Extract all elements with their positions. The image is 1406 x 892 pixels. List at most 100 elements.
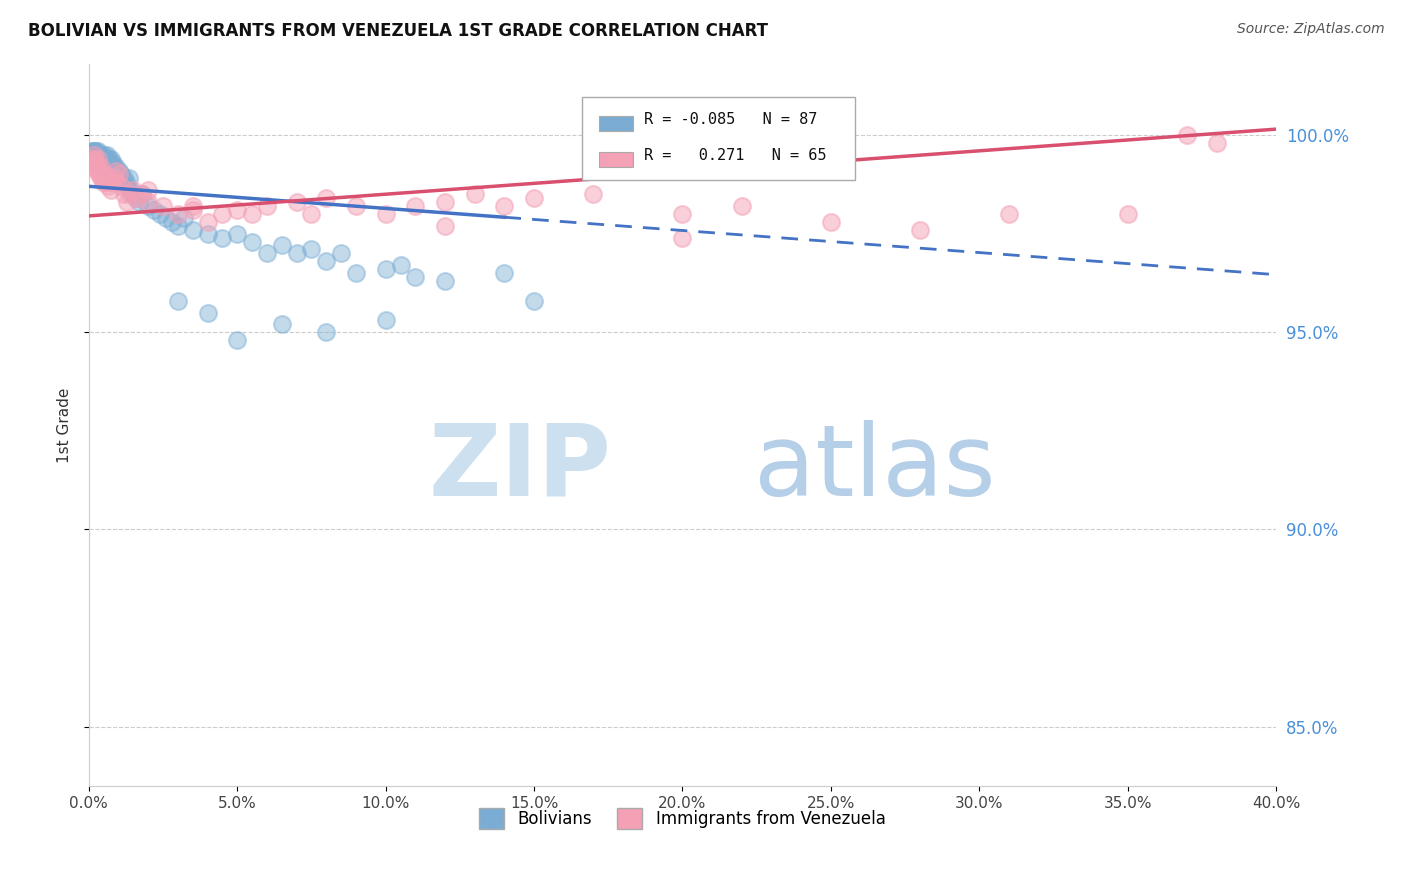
Point: [117, 179, 139, 194]
Point: [908, 223, 931, 237]
Point: [91, 168, 114, 182]
Point: [301, 243, 323, 257]
Point: [87, 148, 110, 162]
Point: [84, 155, 107, 169]
Point: [1116, 207, 1139, 221]
Point: [82, 155, 104, 169]
Point: [105, 160, 128, 174]
Point: [731, 199, 754, 213]
Point: [87, 148, 110, 162]
Point: [128, 195, 150, 210]
Point: [86, 152, 108, 166]
Point: [160, 215, 183, 229]
FancyBboxPatch shape: [599, 153, 633, 168]
Point: [117, 195, 139, 210]
Point: [101, 160, 124, 174]
Point: [152, 199, 174, 213]
Point: [86, 148, 108, 162]
Point: [86, 163, 108, 178]
Point: [136, 199, 159, 213]
Point: [107, 168, 129, 182]
Point: [100, 183, 122, 197]
Point: [87, 160, 110, 174]
Point: [87, 152, 110, 166]
Point: [315, 191, 337, 205]
Point: [104, 168, 127, 182]
Point: [82, 148, 104, 162]
Point: [167, 219, 190, 233]
Point: [114, 171, 136, 186]
Point: [79, 148, 101, 162]
Point: [494, 266, 516, 280]
Point: [122, 183, 145, 197]
Point: [136, 195, 159, 210]
Point: [1175, 128, 1198, 142]
Point: [136, 183, 159, 197]
Text: R = -0.085   N = 87: R = -0.085 N = 87: [644, 112, 818, 128]
Point: [84, 160, 107, 174]
Point: [93, 152, 115, 166]
Point: [101, 175, 124, 189]
Point: [181, 199, 204, 213]
Point: [120, 187, 142, 202]
Point: [226, 202, 249, 217]
Point: [84, 144, 107, 158]
Point: [96, 171, 118, 186]
FancyBboxPatch shape: [599, 116, 633, 131]
Point: [270, 318, 292, 332]
Point: [167, 293, 190, 308]
Point: [181, 202, 204, 217]
Point: [90, 171, 112, 186]
Point: [93, 168, 115, 182]
Point: [149, 207, 172, 221]
Point: [197, 227, 219, 241]
Point: [434, 195, 457, 210]
Point: [344, 199, 367, 213]
Point: [105, 175, 128, 189]
Point: [91, 152, 114, 166]
Point: [211, 207, 233, 221]
Point: [90, 152, 112, 166]
Point: [374, 313, 396, 327]
Point: [97, 179, 120, 194]
Point: [434, 274, 457, 288]
Point: [582, 187, 605, 202]
Point: [80, 152, 103, 166]
Point: [98, 155, 121, 169]
Point: [464, 187, 486, 202]
Point: [197, 215, 219, 229]
Point: [122, 187, 145, 202]
Point: [374, 262, 396, 277]
Point: [104, 163, 127, 178]
Point: [143, 202, 166, 217]
Text: ZIP: ZIP: [429, 420, 612, 516]
Point: [181, 223, 204, 237]
Point: [115, 175, 138, 189]
Point: [105, 168, 128, 182]
Point: [404, 270, 426, 285]
Point: [434, 219, 457, 233]
Point: [131, 187, 153, 202]
FancyBboxPatch shape: [582, 96, 855, 179]
Point: [114, 187, 136, 202]
Point: [83, 152, 105, 166]
Text: BOLIVIAN VS IMMIGRANTS FROM VENEZUELA 1ST GRADE CORRELATION CHART: BOLIVIAN VS IMMIGRANTS FROM VENEZUELA 1S…: [28, 22, 768, 40]
Point: [820, 215, 842, 229]
Point: [523, 293, 546, 308]
Point: [83, 148, 105, 162]
Point: [98, 152, 121, 166]
Point: [108, 171, 131, 186]
Point: [98, 175, 121, 189]
Point: [91, 175, 114, 189]
Text: R =   0.271   N = 65: R = 0.271 N = 65: [644, 148, 827, 163]
Point: [1205, 136, 1227, 150]
Point: [211, 230, 233, 244]
Point: [118, 171, 141, 186]
Point: [110, 179, 132, 194]
Text: atlas: atlas: [754, 420, 995, 516]
Point: [240, 235, 263, 249]
Point: [111, 175, 134, 189]
Point: [90, 160, 112, 174]
Point: [125, 191, 148, 205]
Point: [89, 152, 111, 166]
